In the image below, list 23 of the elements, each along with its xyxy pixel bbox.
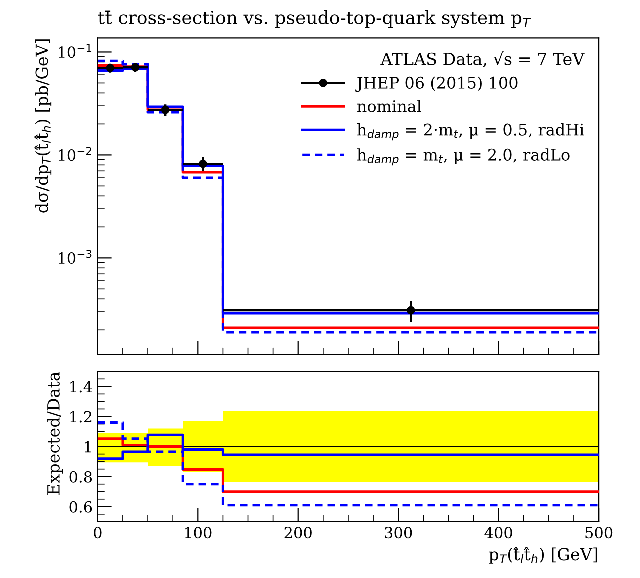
legend-label: JHEP 06 (2015) 100 xyxy=(356,76,518,92)
x-axis-title: p$_{T}$(t̂$_{l}$t̂$_{h}$) [GeV] xyxy=(489,547,598,564)
x-tick-label: 0 xyxy=(94,527,102,539)
x-tick-label: 100 xyxy=(185,527,212,539)
chart-title: tt̄ cross-section vs. pseudo-top-quark system p$_{T}$ xyxy=(98,10,532,28)
legend-label: h$_{damp}$ = m$_{t}$, μ = 2.0, radLo xyxy=(357,148,570,166)
y-tick-label: 10$^{−3}$ xyxy=(59,250,92,264)
y-axis-title: dσ/dp$_{T}$(t̂$_{l}$t̂$_{h}$) [pb/GeV] xyxy=(34,40,52,213)
y-tick-label: 10$^{−1}$ xyxy=(59,44,92,58)
legend-label: nominal xyxy=(357,100,422,112)
x-tick-label: 300 xyxy=(385,527,412,539)
y-tick-label: 0.8 xyxy=(70,471,92,483)
y-tick-label: 1.4 xyxy=(70,381,92,393)
y-tick-label: 1 xyxy=(85,441,91,453)
y-tick-label: 10$^{−2}$ xyxy=(59,147,92,162)
y-axis-title: Expected/Data xyxy=(47,372,64,495)
legend-title: ATLAS Data, √s = 7 TeV xyxy=(380,52,585,68)
y-tick-label: 1.2 xyxy=(70,411,92,423)
x-tick-label: 500 xyxy=(586,527,613,539)
legend-label: h$_{damp}$ = 2·m$_{t}$, μ = 0.5, radHi xyxy=(357,124,584,141)
x-tick-label: 400 xyxy=(484,527,512,539)
x-tick-label: 200 xyxy=(284,527,312,539)
y-tick-label: 0.6 xyxy=(70,501,92,513)
